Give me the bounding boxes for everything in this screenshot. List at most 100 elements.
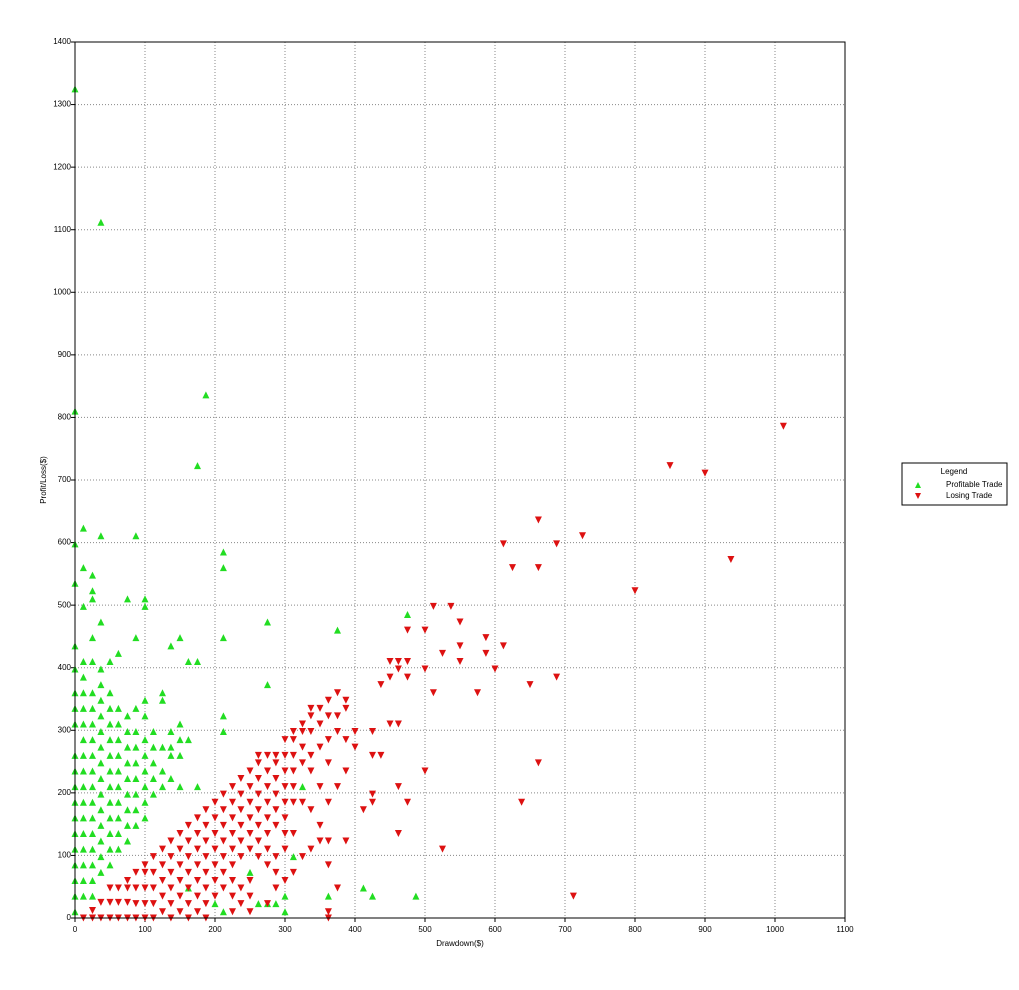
data-point [159,876,166,884]
data-point [254,837,262,845]
data-point [264,783,271,791]
data-point [246,783,254,791]
data-point [237,884,245,892]
y-tick-label: 200 [58,788,72,797]
data-point [97,853,105,861]
data-point [149,868,157,876]
data-point [132,634,140,642]
data-point [404,673,411,681]
data-point [229,845,236,853]
data-point [281,814,289,822]
data-point [132,774,140,782]
x-tick-label: 600 [488,925,502,934]
data-point [124,595,131,603]
data-point [281,845,289,853]
data-point [324,696,332,704]
data-point [219,908,227,916]
data-point [106,704,114,712]
data-point [342,837,350,845]
data-point [219,790,227,798]
data-point [272,900,280,908]
data-point [124,759,131,767]
data-point [106,830,114,838]
data-point [237,837,245,845]
data-point [159,845,166,853]
data-point [316,720,324,728]
data-point [132,900,140,908]
data-point [149,743,157,751]
data-point [89,736,96,744]
data-point [202,391,210,399]
data-point [254,790,262,798]
data-point [324,892,332,900]
data-point [79,845,87,853]
data-point [289,751,297,759]
data-point [89,845,96,853]
data-point [264,618,271,626]
data-point [97,618,105,626]
data-point [106,814,114,822]
data-point [79,814,87,822]
data-point [553,673,561,681]
data-point [184,884,192,892]
data-point [307,751,315,759]
data-point [229,892,236,900]
data-point [167,900,175,908]
data-point [97,743,105,751]
data-point [246,798,254,806]
data-point [394,720,402,728]
data-point [237,853,245,861]
data-point [377,751,385,759]
y-tick-label: 800 [58,413,72,422]
data-point [106,736,114,744]
y-tick-label: 100 [58,851,72,860]
data-point [184,736,192,744]
data-point [97,759,105,767]
data-point [184,900,192,908]
data-point [316,821,324,829]
data-point [176,751,184,759]
data-point [79,892,87,900]
data-point [97,837,105,845]
x-tick-label: 300 [278,925,292,934]
data-point [141,736,149,744]
data-point [316,837,324,845]
y-tick-label: 900 [58,350,72,359]
marks-layer [71,85,787,922]
data-point [132,790,140,798]
data-point [229,861,236,869]
data-point [79,657,87,665]
data-point [79,876,87,884]
data-point [114,884,122,892]
data-point [141,767,149,775]
data-point [289,868,297,876]
data-point [97,898,105,906]
data-point [289,783,297,791]
data-point [324,759,332,767]
data-point [342,696,350,704]
legend-marker [915,493,921,499]
data-point [334,728,341,736]
data-point [106,720,114,728]
data-point [132,759,140,767]
data-point [106,657,114,665]
data-point [229,908,236,916]
data-point [106,884,114,892]
data-point [124,743,131,751]
data-point [246,908,254,916]
data-point [299,853,306,861]
data-point [202,868,210,876]
data-point [386,673,394,681]
data-point [394,657,402,665]
data-point [194,462,201,470]
data-point [439,649,446,657]
y-axis-label: Profit/Loss($) [39,456,48,504]
data-point [141,696,149,704]
data-point [114,720,122,728]
data-point [211,845,219,853]
data-point [324,736,332,744]
data-point [219,634,227,642]
data-point [114,798,122,806]
data-point [394,665,402,673]
data-point [299,783,306,791]
